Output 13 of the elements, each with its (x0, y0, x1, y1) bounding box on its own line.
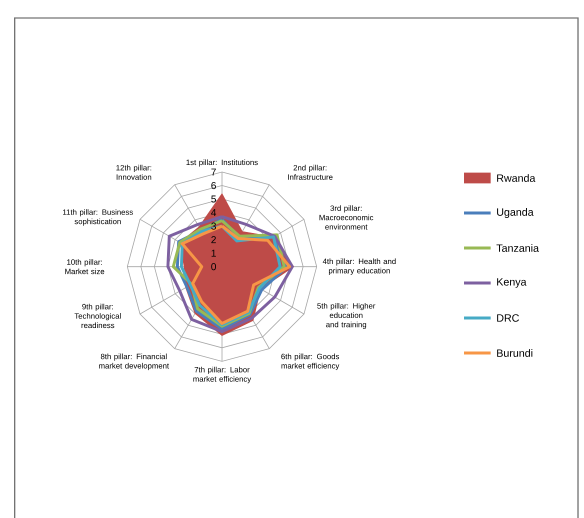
y-tick-label: 0 (211, 263, 216, 270)
legend-label: Rwanda (497, 174, 536, 182)
y-tick-label: 2 (211, 236, 216, 244)
y-tick-label: 5 (211, 196, 216, 203)
legend-label: Burundi (497, 349, 532, 357)
y-tick-label: 4 (211, 209, 216, 216)
legend-label: Tanzania (496, 244, 539, 252)
y-tick-label: 1 (212, 250, 216, 257)
legend-label: DRC (497, 314, 519, 322)
y-tick-label: 7 (211, 168, 216, 176)
legend-label: Kenya (497, 278, 527, 288)
legend-label: Uganda (497, 208, 534, 218)
y-tick-label: 6 (211, 182, 216, 190)
